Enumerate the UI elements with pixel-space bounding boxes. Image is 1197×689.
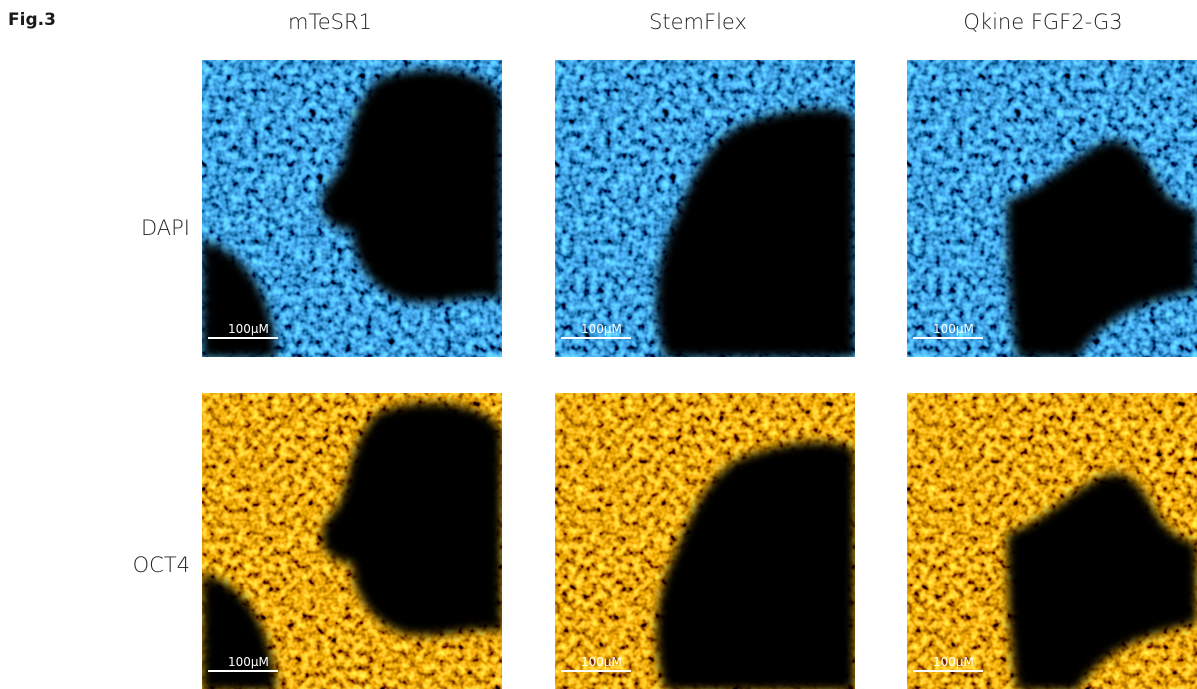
scale-bar-label: 100μM (581, 322, 622, 336)
micrograph: 100μM (202, 393, 502, 689)
column-header: mTeSR1 (288, 10, 372, 34)
background-region (656, 441, 855, 689)
micrograph: 100μM (907, 393, 1197, 689)
micrograph: 100μM (907, 60, 1197, 357)
dark-area (202, 573, 277, 689)
background-region (202, 402, 502, 689)
dark-area (656, 108, 855, 357)
column-header: Qkine FGF2-G3 (963, 10, 1123, 34)
scale-bar-label: 100μM (228, 322, 269, 336)
figure-label: Fig.3 (8, 10, 56, 30)
scale-bar-label: 100μM (933, 655, 974, 669)
micrograph: 100μM (555, 60, 855, 357)
dark-area (1007, 140, 1197, 357)
background-region (656, 108, 855, 357)
dark-area (202, 240, 277, 357)
column-header: StemFlex (649, 10, 747, 34)
micrograph: 100μM (202, 60, 502, 357)
dark-area (321, 69, 502, 303)
scale-bar-label: 100μM (933, 322, 974, 336)
scale-bar-label: 100μM (228, 655, 269, 669)
background-region (1007, 473, 1197, 689)
row-label: DAPI (140, 216, 190, 240)
background-region (1007, 140, 1197, 357)
background-region (202, 69, 502, 357)
row-label: OCT4 (132, 553, 190, 577)
dark-area (1007, 473, 1197, 689)
scale-bar-label: 100μM (581, 655, 622, 669)
dark-area (321, 402, 502, 636)
micrograph: 100μM (555, 393, 855, 689)
dark-area (656, 441, 855, 689)
